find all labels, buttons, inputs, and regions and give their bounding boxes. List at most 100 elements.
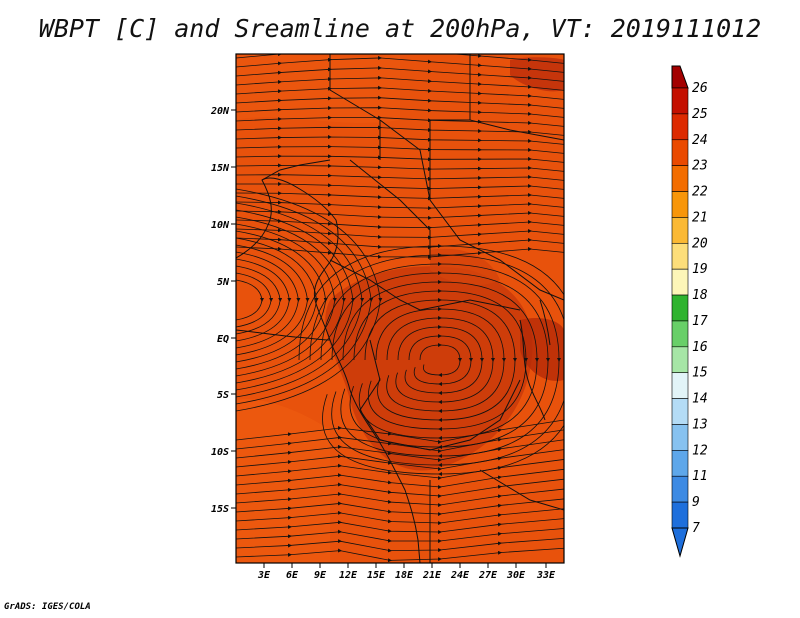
colorbar-cell <box>671 113 689 141</box>
lat-tick-15n: 15N <box>211 163 236 174</box>
colorbar-label: 15 <box>692 366 708 381</box>
lon-label: 6E <box>286 570 299 581</box>
colorbar-label: 13 <box>692 417 708 432</box>
credit-label: GrADS: IGES/COLA <box>4 602 91 612</box>
streamline <box>236 279 264 321</box>
colorbar-cell <box>671 475 689 503</box>
colorbar-cell <box>671 268 689 296</box>
streamline <box>236 144 564 154</box>
colorbar-label: 14 <box>692 392 708 407</box>
streamline <box>236 95 564 109</box>
streamline <box>236 105 564 118</box>
streamline <box>236 219 564 230</box>
streamline <box>236 244 310 356</box>
lat-label: EQ <box>217 334 229 345</box>
longitude-axis: 3E 6E 9E 12E 15E 18E 21E 24E 27E 30E 33E <box>257 563 556 581</box>
map-plot-area <box>236 54 564 563</box>
lon-label: 24E <box>450 570 470 581</box>
map-frame <box>235 53 565 564</box>
streamline <box>236 258 292 342</box>
cooler-patch-nw <box>236 54 400 123</box>
streamline <box>236 181 564 191</box>
streamline <box>236 223 337 377</box>
lat-tick-10s: 10S <box>211 447 236 458</box>
lon-label: 21E <box>422 570 442 581</box>
colorbar-label: 26 <box>692 81 708 96</box>
lat-tick-5s: 5S <box>217 390 236 401</box>
streamline <box>236 191 564 201</box>
streamline <box>236 154 564 163</box>
colorbar: 26 25 24 23 22 21 20 19 18 17 16 15 14 13 12 11 9 7 <box>671 65 708 558</box>
lat-label: 5S <box>217 390 229 401</box>
streamline <box>236 251 301 349</box>
colorbar-cell <box>671 372 689 399</box>
lat-label: 10N <box>211 220 230 231</box>
streamline <box>236 419 564 445</box>
lat-tick-10n: 10N <box>211 220 236 231</box>
lat-label: 20N <box>210 106 230 117</box>
colorbar-max-triangle <box>671 65 689 89</box>
colorbar-cell <box>671 191 689 218</box>
lon-label: 18E <box>395 570 414 581</box>
colorbar-label: 16 <box>692 340 708 355</box>
colorbar-cell <box>671 398 689 425</box>
latitude-axis: 20N 15N 10N 5N EQ 5S 10S 15S <box>210 106 236 515</box>
colorbar-label: 19 <box>692 262 708 277</box>
colorbar-label: 25 <box>692 107 708 122</box>
colorbar-label: 22 <box>692 185 708 200</box>
streamline <box>236 172 564 181</box>
colorbar-cell <box>671 450 689 477</box>
streamline <box>236 439 564 463</box>
colorbar-cell <box>671 139 689 166</box>
colorbar-cell <box>671 165 689 192</box>
colorbar-cell <box>671 424 689 451</box>
colorbar-min-triangle <box>671 527 689 558</box>
streamline <box>236 265 283 335</box>
streamline <box>236 188 383 412</box>
colorbar-label: 20 <box>692 236 708 251</box>
streamline <box>236 228 564 240</box>
lat-tick-eq: EQ <box>217 334 236 345</box>
lat-label: 15N <box>211 163 230 174</box>
colorbar-label: 23 <box>692 159 708 174</box>
lat-label: 15S <box>211 504 229 515</box>
lat-label: 10S <box>211 447 229 458</box>
lat-label: 5N <box>217 277 230 288</box>
streamline <box>236 237 319 363</box>
colorbar-cell <box>671 217 689 244</box>
streamline <box>236 216 346 384</box>
colorbar-label: 7 <box>692 521 700 536</box>
lon-label: 30E <box>506 570 526 581</box>
streamline <box>236 163 564 172</box>
map-title: WBPT [C] and Sreamline at 200hPa, VT: 20… <box>38 14 762 43</box>
colorbar-label: 24 <box>692 133 708 148</box>
lon-label: 3E <box>257 570 271 581</box>
colorbar-label: 17 <box>692 314 708 329</box>
lat-tick-15s: 15S <box>211 504 236 515</box>
colorbar-cell <box>671 501 689 529</box>
streamline <box>236 547 564 563</box>
streamline <box>236 209 564 220</box>
streamline <box>236 272 274 328</box>
colorbar-label: 9 <box>692 495 700 510</box>
streamline <box>236 202 365 398</box>
colorbar-label: 11 <box>692 469 708 484</box>
streamline <box>236 115 564 127</box>
colorbar-cell <box>671 346 689 374</box>
colorbar-cell <box>671 87 689 115</box>
colorbar-label: 12 <box>692 443 708 458</box>
lat-tick-20n: 20N <box>210 106 236 117</box>
streamline <box>236 429 564 454</box>
lon-label: 27E <box>478 570 498 581</box>
lon-label: 9E <box>314 570 327 581</box>
streamline <box>236 449 564 472</box>
lon-label: 12E <box>339 570 358 581</box>
colorbar-label: 18 <box>692 288 708 303</box>
colorbar-cell <box>671 242 689 270</box>
colorbar-label: 21 <box>692 210 708 225</box>
colorbar-cell <box>671 294 689 322</box>
lat-tick-5n: 5N <box>217 277 236 288</box>
lon-label: 15E <box>367 570 386 581</box>
streamline <box>236 85 564 100</box>
